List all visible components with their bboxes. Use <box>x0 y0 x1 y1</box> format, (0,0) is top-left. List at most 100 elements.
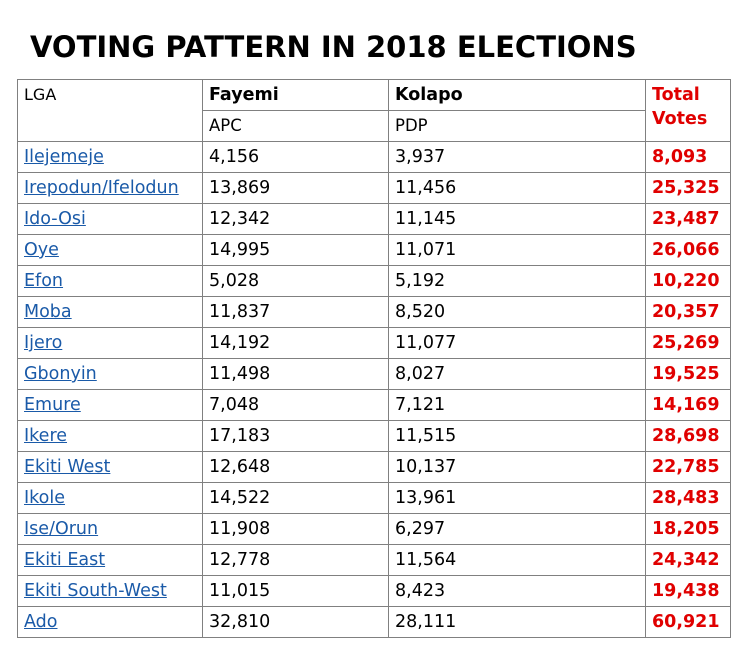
total-votes: 60,921 <box>645 606 731 638</box>
apc-votes: 11,498 <box>202 358 389 390</box>
pdp-votes: 11,077 <box>388 327 646 359</box>
pdp-votes: 8,423 <box>388 575 646 607</box>
apc-votes: 13,869 <box>202 172 389 204</box>
lga-cell: Gbonyin <box>17 358 203 390</box>
total-votes: 10,220 <box>645 265 731 297</box>
total-votes: 25,325 <box>645 172 731 204</box>
pdp-votes: 11,515 <box>388 420 646 452</box>
lga-link[interactable]: Ekiti East <box>24 550 106 570</box>
lga-cell: Ilejemeje <box>17 141 203 173</box>
pdp-votes: 7,121 <box>388 389 646 421</box>
table-row: Moba 11,837 8,520 20,357 <box>17 296 731 328</box>
lga-link[interactable]: Ekiti West <box>24 457 111 477</box>
lga-link[interactable]: Efon <box>24 271 64 291</box>
apc-votes: 4,156 <box>202 141 389 173</box>
pdp-votes: 11,456 <box>388 172 646 204</box>
apc-votes: 32,810 <box>202 606 389 638</box>
lga-cell: Ikere <box>17 420 203 452</box>
lga-link[interactable]: Ido-Osi <box>24 209 86 229</box>
results-table: LGA Fayemi Kolapo Total Votes APC PDP Il… <box>17 79 731 638</box>
lga-link[interactable]: Ikere <box>24 426 68 446</box>
pdp-votes: 10,137 <box>388 451 646 483</box>
table-row: Ido-Osi 12,342 11,145 23,487 <box>17 203 731 235</box>
table-row: Ado 32,810 28,111 60,921 <box>17 606 731 638</box>
pdp-votes: 6,297 <box>388 513 646 545</box>
table-row: Ilejemeje 4,156 3,937 8,093 <box>17 141 731 173</box>
kolapo-header: Kolapo <box>388 79 646 111</box>
lga-cell: Oye <box>17 234 203 266</box>
pdp-votes: 11,564 <box>388 544 646 576</box>
total-votes: 26,066 <box>645 234 731 266</box>
lga-cell: Ikole <box>17 482 203 514</box>
total-votes: 24,342 <box>645 544 731 576</box>
apc-votes: 11,908 <box>202 513 389 545</box>
apc-votes: 12,648 <box>202 451 389 483</box>
table-row: Gbonyin 11,498 8,027 19,525 <box>17 358 731 390</box>
table-row: Emure 7,048 7,121 14,169 <box>17 389 731 421</box>
pdp-votes: 11,071 <box>388 234 646 266</box>
total-votes: 23,487 <box>645 203 731 235</box>
lga-header: LGA <box>17 79 203 142</box>
table-row: Ise/Orun 11,908 6,297 18,205 <box>17 513 731 545</box>
table-row: Ikere 17,183 11,515 28,698 <box>17 420 731 452</box>
lga-link[interactable]: Gbonyin <box>24 364 97 384</box>
lga-cell: Emure <box>17 389 203 421</box>
lga-link[interactable]: Moba <box>24 302 72 322</box>
table-row: Efon 5,028 5,192 10,220 <box>17 265 731 297</box>
lga-link[interactable]: Oye <box>24 240 59 260</box>
pdp-votes: 5,192 <box>388 265 646 297</box>
total-votes: 8,093 <box>645 141 731 173</box>
pdp-votes: 8,520 <box>388 296 646 328</box>
apc-votes: 11,015 <box>202 575 389 607</box>
lga-link[interactable]: Emure <box>24 395 81 415</box>
lga-link[interactable]: Ekiti South-West <box>24 581 167 601</box>
lga-link[interactable]: Ado <box>24 612 58 632</box>
apc-votes: 11,837 <box>202 296 389 328</box>
header-row-parties: APC PDP <box>18 110 731 142</box>
pdp-votes: 13,961 <box>388 482 646 514</box>
lga-cell: Ijero <box>17 327 203 359</box>
total-votes: 19,525 <box>645 358 731 390</box>
table-row: Ekiti East 12,778 11,564 24,342 <box>17 544 731 576</box>
lga-cell: Ado <box>17 606 203 638</box>
lga-cell: Ekiti East <box>17 544 203 576</box>
table-row: Ijero 14,192 11,077 25,269 <box>17 327 731 359</box>
total-votes: 19,438 <box>645 575 731 607</box>
lga-link[interactable]: Irepodun/Ifelodun <box>24 178 179 198</box>
table-row: Ikole 14,522 13,961 28,483 <box>17 482 731 514</box>
lga-cell: Ido-Osi <box>17 203 203 235</box>
total-votes: 22,785 <box>645 451 731 483</box>
table-row: Oye 14,995 11,071 26,066 <box>17 234 731 266</box>
lga-link[interactable]: Ilejemeje <box>24 147 104 167</box>
apc-votes: 12,778 <box>202 544 389 576</box>
pdp-votes: 3,937 <box>388 141 646 173</box>
apc-votes: 5,028 <box>202 265 389 297</box>
lga-cell: Ekiti West <box>17 451 203 483</box>
apc-votes: 7,048 <box>202 389 389 421</box>
total-votes: 25,269 <box>645 327 731 359</box>
apc-header: APC <box>202 110 389 142</box>
table-row: Irepodun/Ifelodun 13,869 11,456 25,325 <box>17 172 731 204</box>
total-votes-header: Total Votes <box>645 79 731 142</box>
apc-votes: 17,183 <box>202 420 389 452</box>
lga-cell: Ise/Orun <box>17 513 203 545</box>
lga-link[interactable]: Ikole <box>24 488 66 508</box>
total-votes: 14,169 <box>645 389 731 421</box>
lga-link[interactable]: Ise/Orun <box>24 519 99 539</box>
lga-cell: Irepodun/Ifelodun <box>17 172 203 204</box>
apc-votes: 12,342 <box>202 203 389 235</box>
table-row: Ekiti West 12,648 10,137 22,785 <box>17 451 731 483</box>
lga-link[interactable]: Ijero <box>24 333 63 353</box>
pdp-votes: 28,111 <box>388 606 646 638</box>
lga-cell: Efon <box>17 265 203 297</box>
pdp-votes: 8,027 <box>388 358 646 390</box>
total-votes: 18,205 <box>645 513 731 545</box>
apc-votes: 14,522 <box>202 482 389 514</box>
total-votes: 28,698 <box>645 420 731 452</box>
apc-votes: 14,995 <box>202 234 389 266</box>
table-row: Ekiti South-West 11,015 8,423 19,438 <box>17 575 731 607</box>
header-row-candidates: LGA Fayemi Kolapo Total Votes <box>17 79 731 142</box>
lga-cell: Ekiti South-West <box>17 575 203 607</box>
pdp-header: PDP <box>388 110 646 142</box>
page-title: VOTING PATTERN IN 2018 ELECTIONS <box>30 30 637 64</box>
